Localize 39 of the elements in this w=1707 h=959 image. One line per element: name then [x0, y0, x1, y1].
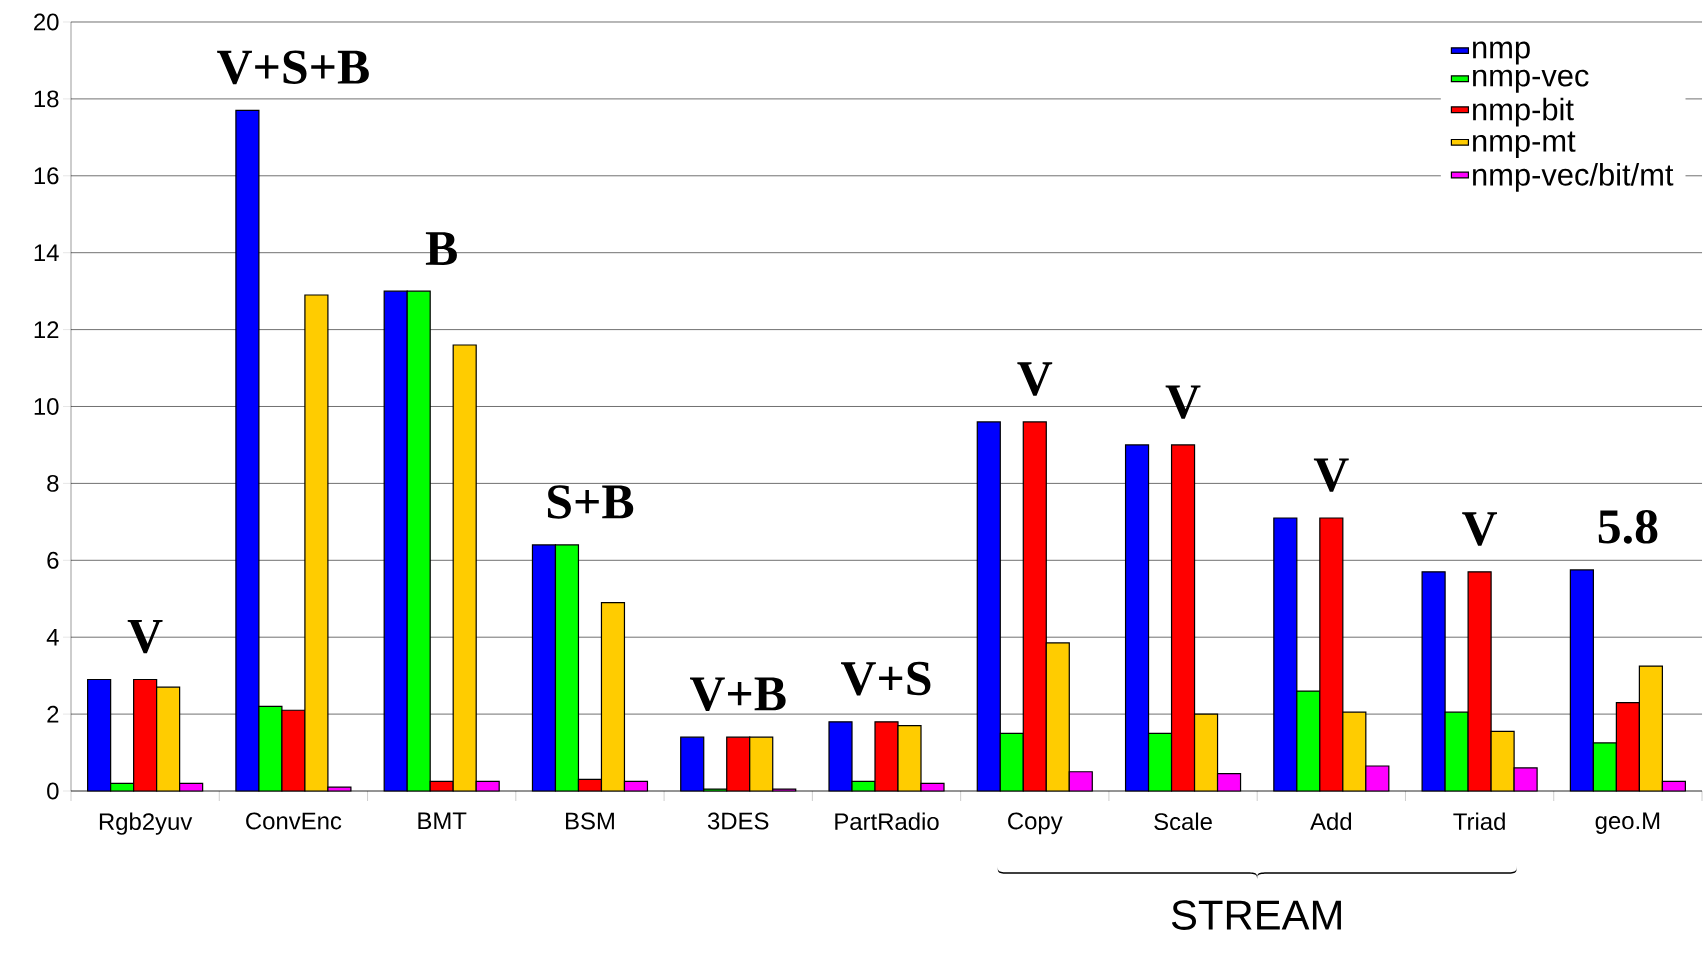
legend-label: nmp-mt: [1473, 131, 1576, 158]
annotation: V+S+B: [217, 50, 369, 85]
legend-label: nmp-vec: [1473, 69, 1589, 93]
x-tick-label: Rgb2yuv: [99, 812, 193, 835]
y-tick-label: 10: [34, 398, 59, 415]
text: STREAM: [1171, 900, 1341, 930]
y-tick-label: 16: [34, 167, 59, 185]
x-tick-label: Scale: [1154, 812, 1212, 831]
x-tick-label: 3DES: [707, 812, 769, 830]
annotation: S+B: [547, 485, 634, 519]
y-tick-label: 0: [47, 782, 59, 800]
x-tick-label: Copy: [1008, 812, 1063, 835]
x-tick-label: BMT: [418, 812, 467, 829]
x-tick-label: PartRadio: [835, 812, 939, 831]
x-tick-label: ConvEnc: [246, 812, 342, 830]
y-tick-label: 4: [46, 628, 59, 646]
y-tick-label: 14: [34, 244, 59, 261]
legend-label: nmp-vec/bit/mt: [1473, 163, 1674, 192]
x-tick-label: Add: [1310, 812, 1352, 831]
x-tick-label: Triad: [1453, 812, 1505, 831]
y-tick-label: 20: [34, 13, 59, 31]
y-tick-label: 2: [47, 705, 59, 723]
annotation: V: [127, 619, 163, 654]
legend-label: nmp-bit: [1473, 97, 1574, 127]
annotation: 5.8: [1598, 509, 1658, 544]
y-tick-label: 8: [47, 474, 59, 492]
y-tick-label: 12: [34, 321, 59, 338]
annotation: V: [1017, 362, 1053, 396]
legend-label: nmp: [1473, 41, 1530, 65]
annotation: V+S: [841, 661, 931, 696]
annotation: V+B: [690, 677, 786, 711]
annotation: V: [1462, 512, 1498, 546]
x-tick-label: geo.M: [1595, 812, 1660, 834]
annotation: V: [1165, 385, 1201, 419]
y-tick-label: 6: [47, 551, 59, 569]
annotation: V: [1313, 458, 1349, 492]
y-tick-label: 18: [34, 90, 59, 108]
annotation: B: [425, 232, 457, 265]
x-tick-label: BSM: [566, 812, 614, 830]
